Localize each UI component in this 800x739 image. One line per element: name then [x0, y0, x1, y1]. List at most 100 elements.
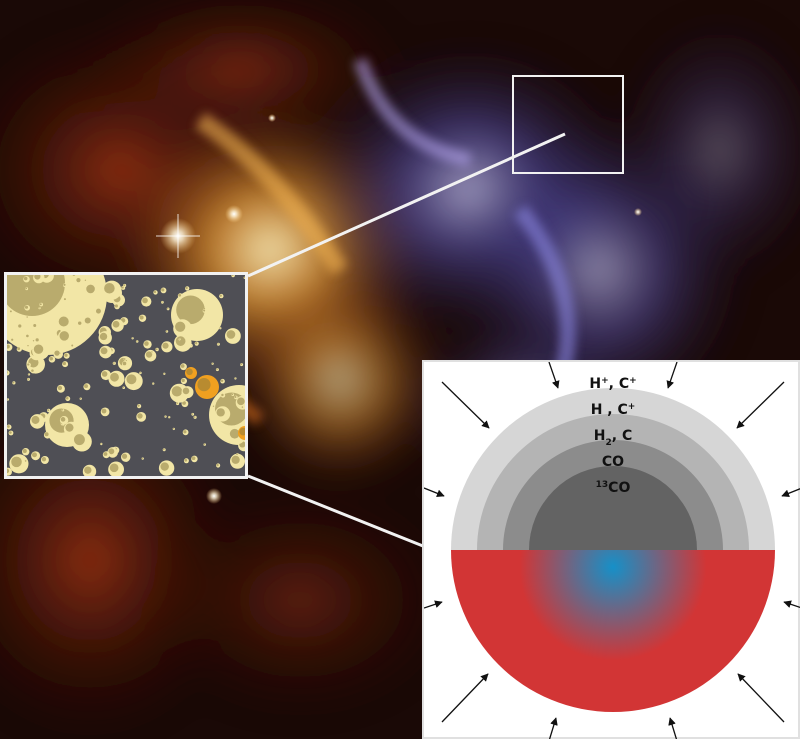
- dust-grain: [56, 314, 76, 333]
- dust-grain: [137, 404, 142, 409]
- dust-grain: [63, 283, 67, 288]
- dust-grain: [39, 302, 43, 307]
- dust-grain: [122, 360, 129, 368]
- dust-grain: [185, 286, 190, 291]
- dust-grain: [141, 296, 152, 307]
- dust-grain: [30, 368, 36, 374]
- dust-grain: [194, 341, 199, 346]
- dust-grain: [22, 448, 30, 456]
- dust-grain: [7, 467, 12, 476]
- dust-grain: [83, 316, 95, 328]
- dust-grain: [27, 377, 30, 381]
- dust-grain: [53, 349, 63, 359]
- dust-grain: [141, 457, 144, 460]
- dust-grain: [108, 370, 125, 387]
- dust-grain: [151, 351, 154, 354]
- pdr-layers: [451, 388, 775, 550]
- dust-grain: [25, 334, 31, 339]
- dust-grain: [102, 280, 122, 300]
- uv-arrow-9: [441, 673, 489, 723]
- pdr-shell-4: [529, 466, 697, 550]
- dust-grain: [100, 442, 103, 446]
- pdr-clump-panel: H+, C+ H , C+ H2, C CO 13CO: [422, 360, 800, 739]
- dust-grain: [70, 344, 75, 348]
- dust-grain: [38, 306, 41, 310]
- dust-grain: [131, 337, 134, 340]
- dust-grain: [8, 430, 14, 436]
- dust-grain: [32, 323, 39, 329]
- dust-grain: [24, 459, 28, 463]
- dust-grain: [153, 290, 158, 295]
- dust-grain: [107, 447, 118, 458]
- uv-arrow-4: [736, 381, 785, 429]
- uv-arrow-5: [424, 487, 445, 498]
- dust-grain: [216, 342, 220, 346]
- uv-arrow-8: [783, 600, 800, 609]
- dust-grain: [114, 303, 120, 310]
- dust-grain: [203, 443, 206, 446]
- uv-arrow-6: [781, 488, 800, 498]
- dust-grain: [166, 307, 170, 311]
- dust-grain: [84, 279, 87, 282]
- dust-grain: [143, 340, 152, 349]
- dust-grain: [216, 463, 221, 468]
- dust-grain: [63, 297, 68, 302]
- dust-grain: [27, 344, 30, 348]
- dust-grain: [112, 361, 116, 365]
- dust-grain: [183, 458, 189, 464]
- dust-grain: [122, 386, 125, 389]
- dust-grain-heated: [195, 375, 219, 399]
- layer-label-h-c-plus: H , C+: [591, 402, 636, 418]
- dust-grain: [163, 372, 166, 375]
- dust-grain: [100, 407, 110, 417]
- dust-grain: [32, 342, 50, 360]
- dust-grain: [83, 383, 91, 391]
- dust-grain: [7, 398, 10, 401]
- dust-grain: [72, 275, 77, 278]
- dust-grain: [123, 357, 127, 361]
- dust-grain: [191, 455, 198, 463]
- dust-grain: [168, 416, 171, 419]
- dust-grain: [48, 356, 56, 363]
- dust-grain: [7, 370, 10, 376]
- clump-interior: [451, 550, 775, 712]
- layer-label-co: CO: [602, 454, 624, 470]
- uv-arrow-3: [441, 381, 490, 429]
- dust-grain: [172, 427, 175, 431]
- dust-grain: [99, 345, 112, 359]
- dust-grain: [108, 461, 124, 476]
- dust-grain: [17, 323, 24, 330]
- dust-grain: [240, 363, 244, 367]
- dust-grain-heated: [238, 426, 245, 440]
- uv-arrow-7: [424, 600, 443, 609]
- dust-grain: [63, 421, 79, 437]
- dust-grain: [65, 396, 71, 402]
- dust-grain: [225, 328, 241, 344]
- dust-grain: [144, 349, 157, 362]
- dust-grain: [178, 338, 181, 341]
- dust-grain: [219, 293, 224, 299]
- dust-grain: [160, 287, 167, 294]
- dust-grain: [212, 405, 215, 408]
- dust-grain: [176, 401, 180, 406]
- dust-grain: [234, 395, 238, 400]
- dust-grain: [177, 293, 183, 299]
- dust-grain: [47, 408, 51, 413]
- dust-grain: [202, 309, 207, 313]
- dust-grain: [98, 331, 112, 345]
- dust-grain: [27, 373, 31, 376]
- dust-grain: [241, 406, 244, 409]
- uv-arrow-2: [666, 362, 678, 389]
- dust-grain-inset: [4, 272, 248, 479]
- dust-grain: [164, 415, 167, 418]
- dust-grain: [180, 363, 187, 371]
- dust-grain: [10, 338, 15, 343]
- dust-grain: [63, 352, 70, 359]
- dust-grain: [102, 451, 110, 459]
- layer-label-h2-c: H2, C: [594, 428, 632, 448]
- zoom-region-box: [512, 75, 624, 174]
- dust-grain: [82, 464, 97, 476]
- dust-grain: [32, 339, 35, 343]
- dust-grain: [215, 368, 219, 372]
